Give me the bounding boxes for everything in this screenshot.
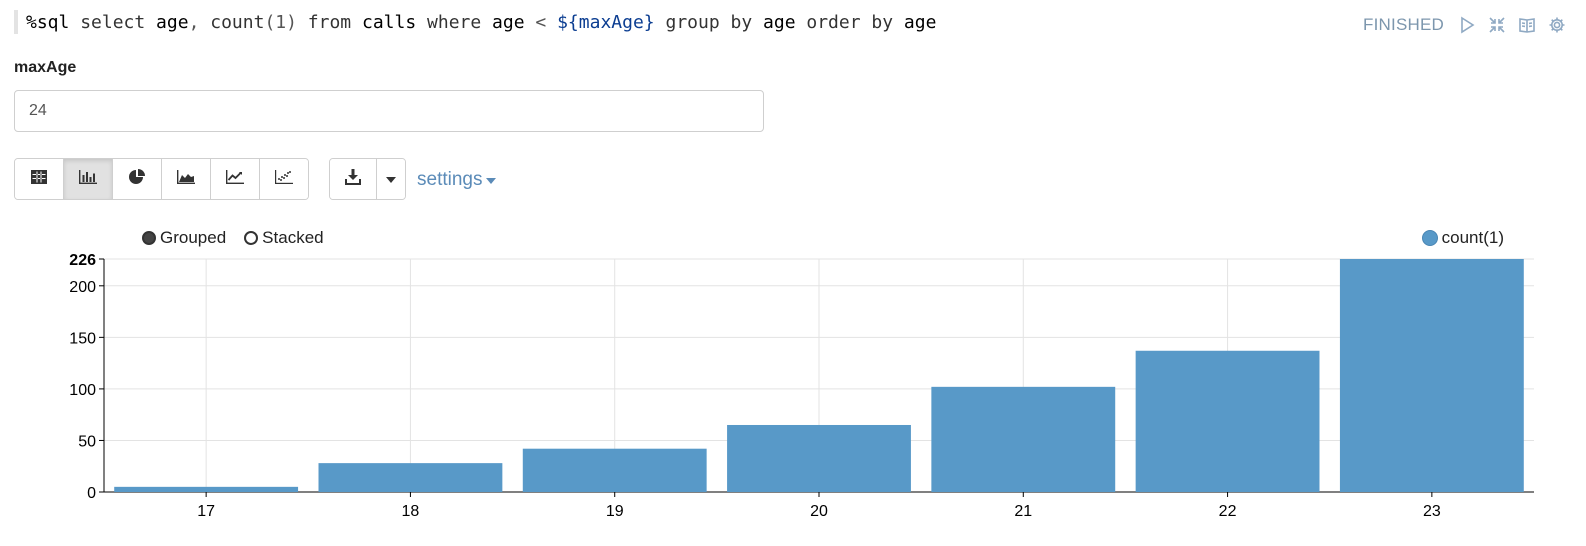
book-icon[interactable]	[1516, 14, 1538, 36]
code-token: <	[535, 11, 558, 33]
grouped-radio-icon	[142, 231, 156, 245]
bar	[931, 386, 1116, 492]
stacked-option[interactable]: Stacked	[244, 228, 324, 248]
y-tick-label: 200	[69, 279, 96, 296]
param-label: maxAge	[14, 59, 77, 76]
code-token: order by	[806, 11, 904, 33]
bar	[1339, 259, 1524, 492]
code-token: %sql	[26, 11, 81, 33]
x-tick-label: 23	[1423, 503, 1441, 520]
area-chart-view-button[interactable]	[162, 159, 211, 199]
y-tick-label: 150	[69, 330, 96, 347]
x-tick-label: 19	[606, 503, 624, 520]
editor-gutter	[14, 10, 18, 34]
y-tick-label: 100	[69, 382, 96, 399]
y-tick-label: 0	[87, 485, 96, 502]
chart-mode-selector: Grouped Stacked	[142, 228, 338, 248]
collapse-icon[interactable]	[1486, 14, 1508, 36]
pie-chart-view-button[interactable]	[113, 159, 162, 199]
code-token: age	[492, 11, 536, 33]
line-chart-icon	[225, 169, 245, 190]
sql-code[interactable]: %sql select age, count(1) from calls whe…	[26, 12, 936, 33]
code-token: from	[307, 11, 362, 33]
series-legend[interactable]: count(1)	[1421, 228, 1504, 248]
bar-chart-icon	[78, 169, 98, 190]
code-token: group by	[654, 11, 764, 33]
code-token: (1)	[264, 11, 308, 33]
code-token: ,	[188, 11, 211, 33]
x-tick-label: 21	[1014, 503, 1032, 520]
stacked-radio-icon	[244, 231, 259, 245]
area-chart-icon	[176, 169, 196, 190]
code-token: count	[210, 11, 265, 33]
code-token: ${maxAge}	[557, 11, 655, 33]
caret-down-icon	[486, 178, 497, 184]
code-editor[interactable]: %sql select age, count(1) from calls whe…	[14, 8, 936, 36]
gear-icon[interactable]	[1546, 14, 1568, 36]
x-tick-label: 20	[810, 503, 828, 520]
series-legend-label: count(1)	[1441, 228, 1504, 247]
status-label: FINISHED	[1363, 15, 1444, 34]
grouped-label: Grouped	[160, 228, 227, 247]
paragraph-controls: FINISHED	[1363, 14, 1568, 36]
x-tick-label: 18	[402, 503, 420, 520]
grouped-option[interactable]: Grouped	[142, 228, 226, 248]
y-tick-label: 50	[78, 433, 96, 450]
pie-chart-icon	[128, 168, 146, 191]
stacked-label: Stacked	[262, 228, 324, 247]
table-icon	[30, 169, 48, 190]
chevron-down-icon	[386, 170, 396, 188]
bar	[318, 463, 503, 492]
code-token: age	[903, 11, 937, 33]
max-age-input[interactable]	[14, 90, 764, 132]
series-swatch	[1421, 230, 1438, 246]
download-button[interactable]	[330, 159, 376, 199]
download-icon	[344, 168, 362, 191]
code-token: age	[763, 11, 807, 33]
bar	[727, 424, 911, 492]
download-group	[329, 158, 406, 200]
code-token: calls	[361, 11, 428, 33]
run-icon[interactable]	[1456, 14, 1478, 36]
line-chart-view-button[interactable]	[211, 159, 260, 199]
bar	[522, 448, 707, 492]
code-token: where	[427, 11, 493, 33]
bar	[1135, 350, 1320, 492]
y-tick-label: 226	[69, 252, 96, 269]
scatter-chart-icon	[274, 169, 294, 190]
x-tick-label: 17	[197, 503, 215, 520]
bar-chart-view-button[interactable]	[64, 159, 113, 199]
settings-label: settings	[417, 169, 483, 190]
bar-chart: 0 50 100 150 200 226 17 18 19 20 21 22 23	[69, 252, 1534, 520]
table-view-button[interactable]	[15, 159, 64, 199]
scatter-chart-view-button[interactable]	[260, 159, 308, 199]
code-token: select	[80, 11, 157, 33]
visualization-switcher	[14, 158, 309, 200]
settings-toggle[interactable]: settings	[417, 169, 497, 191]
bar	[114, 486, 299, 492]
download-options-dropdown[interactable]	[376, 159, 405, 199]
x-tick-label: 22	[1219, 503, 1237, 520]
code-token: age	[156, 11, 189, 33]
